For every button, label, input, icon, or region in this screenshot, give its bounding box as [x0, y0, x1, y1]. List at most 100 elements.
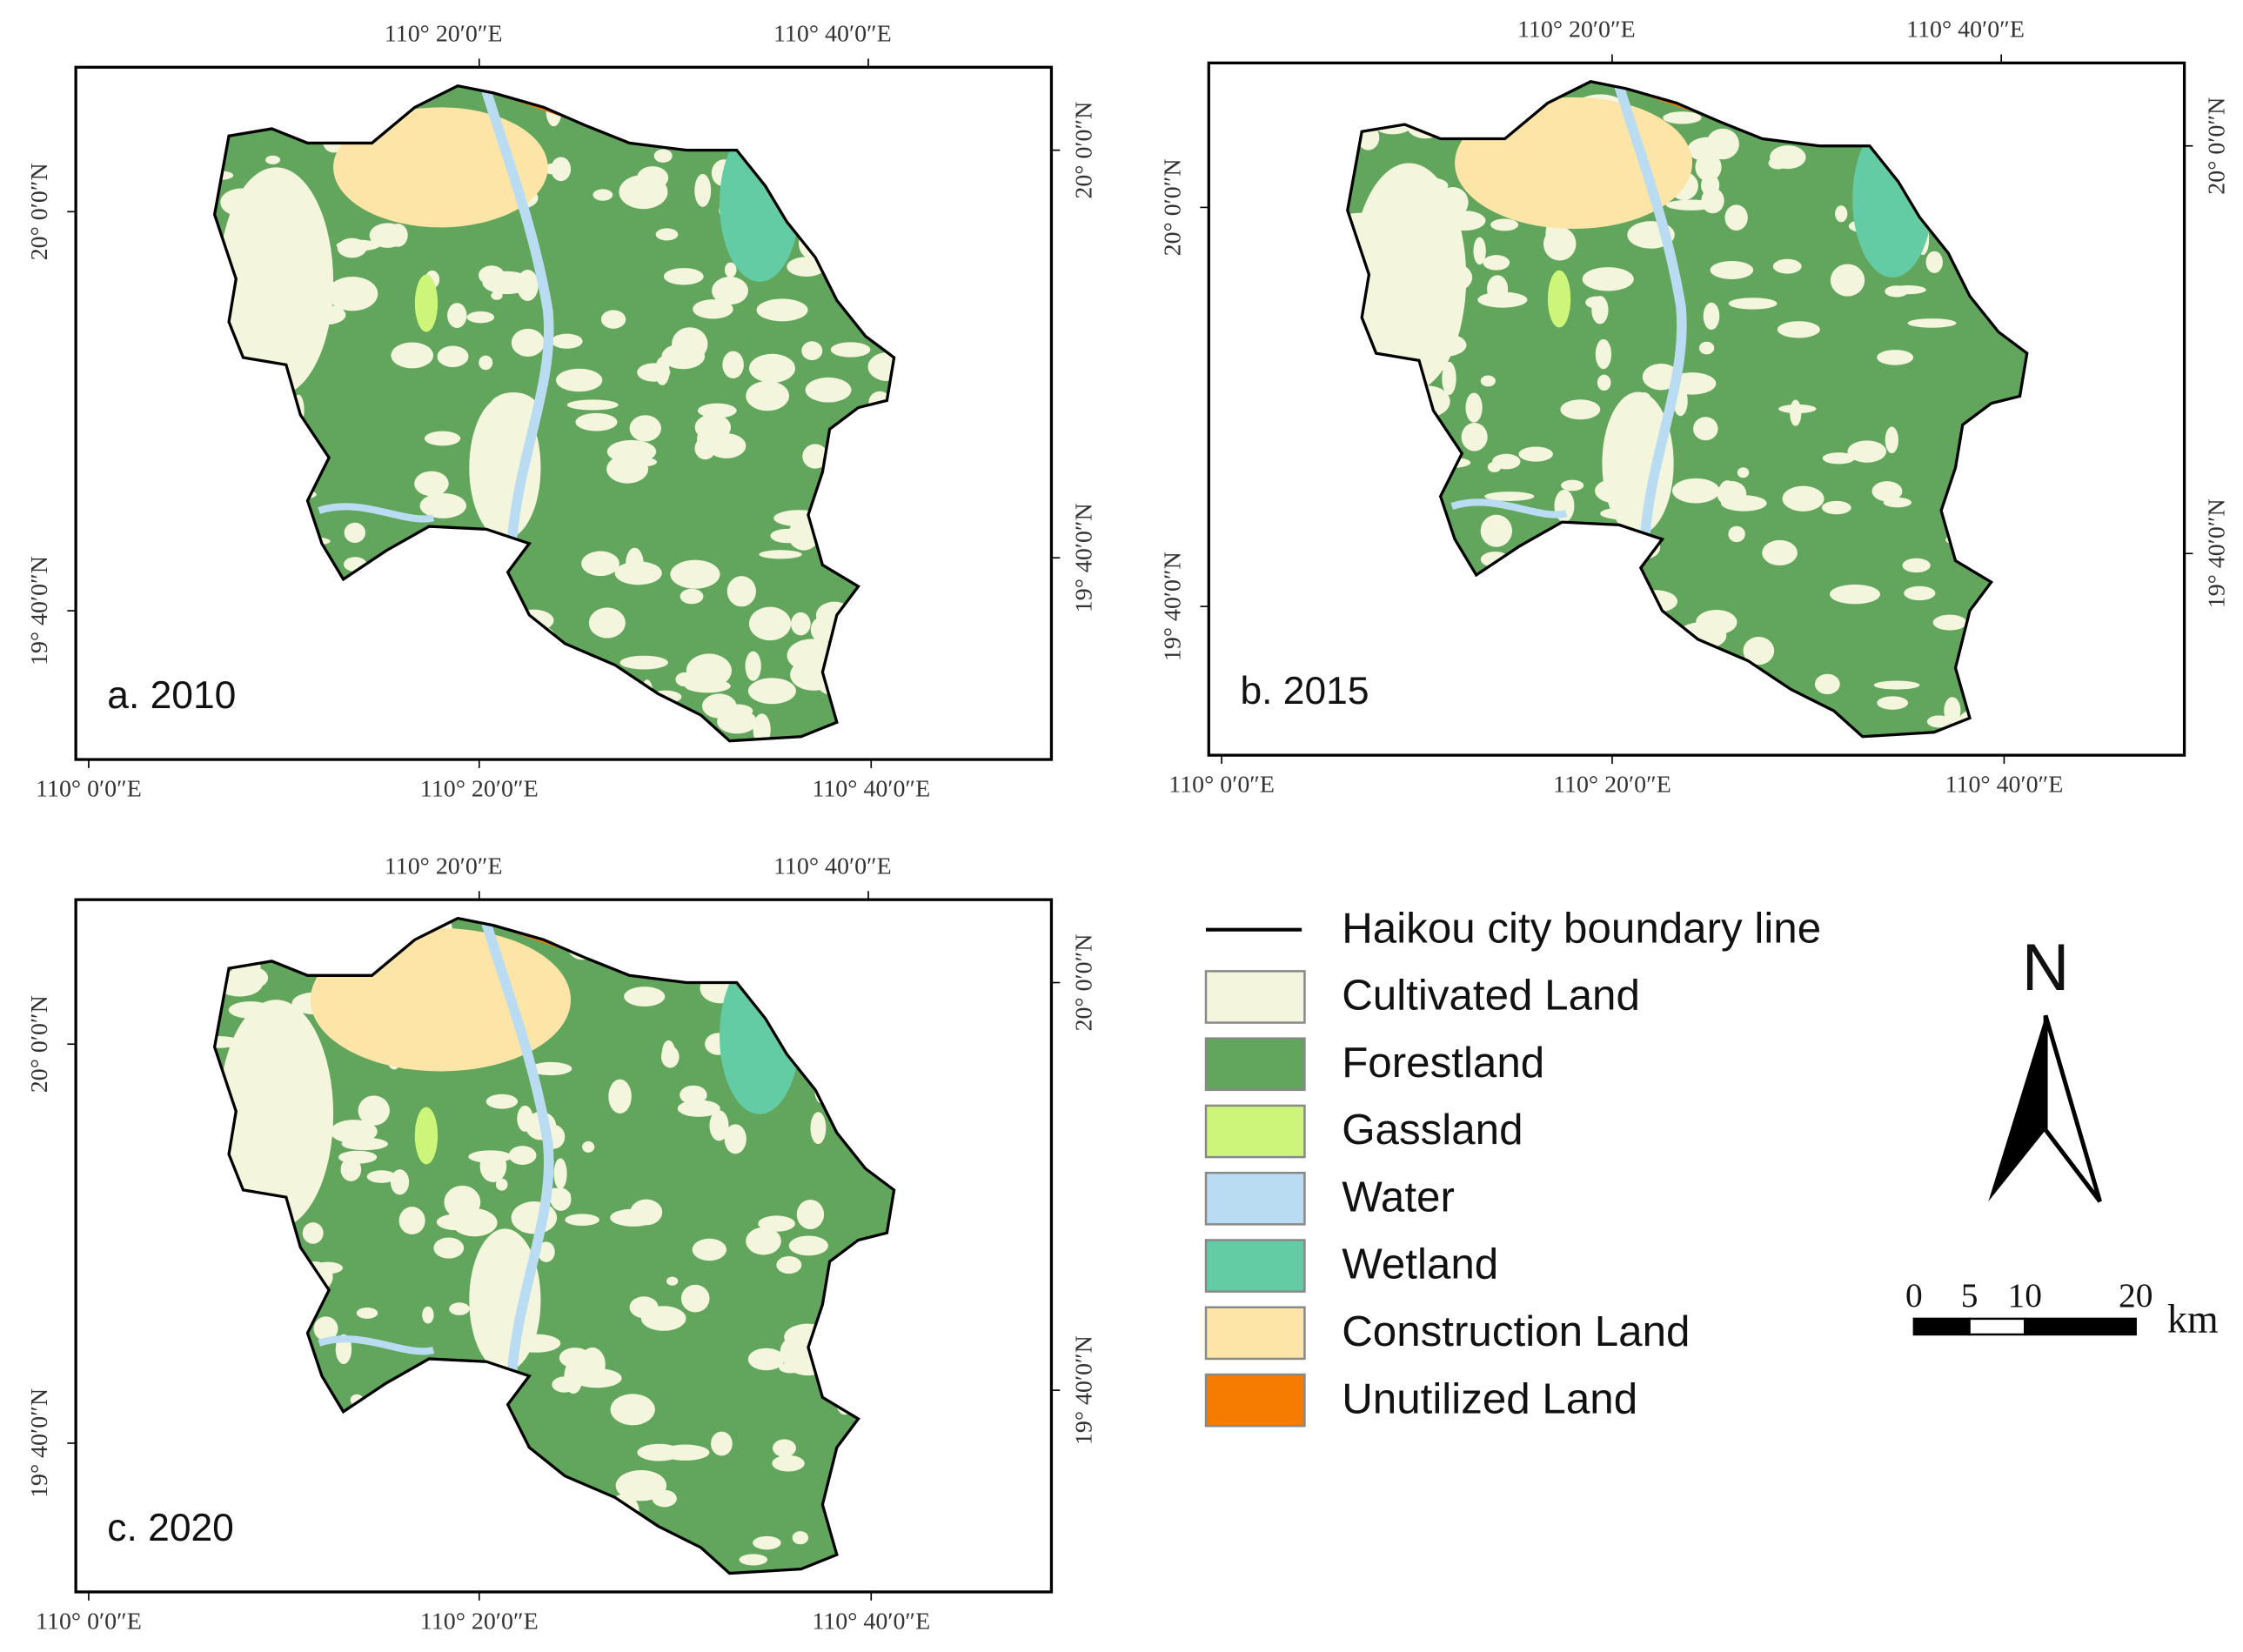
bottom-tick-label: 110° 40′0″E [1945, 772, 2064, 799]
right-tick-label: 20° 0′0″N [1070, 102, 1097, 199]
cultivated-patch [666, 1276, 679, 1286]
legend-swatch [1204, 1104, 1306, 1159]
cultivated-patch [1835, 205, 1848, 223]
cultivated-patch [1492, 453, 1521, 470]
legend-label: Construction Land [1342, 1308, 1690, 1355]
cultivated-patch [627, 457, 658, 467]
cultivated-patch [673, 565, 709, 578]
bottom-tick-label: 110° 40′0″E [812, 776, 930, 803]
cultivated-patch [366, 1170, 397, 1183]
left-tick-label: 20° 0′0″N [26, 995, 53, 1093]
north-arrow-right [2043, 1014, 2102, 1203]
cultivated-patch [1477, 291, 1528, 308]
scale-label: 10 [2008, 1276, 2042, 1314]
map-panel: 110° 20′0″E 110° 40′0″E 110° 0′0″E 110° 20′… [26, 21, 1097, 803]
cultivated-patch [756, 298, 808, 322]
cultivated-patch [565, 1214, 599, 1227]
cultivated-patch [447, 303, 467, 328]
cultivated-patch [1719, 480, 1736, 498]
cultivated-patch [358, 1095, 390, 1126]
cultivated-patch [629, 415, 661, 442]
top-tick-label: 110° 40′0″E [1906, 17, 2025, 43]
legend-swatch [1204, 970, 1306, 1024]
cultivated-patch [672, 327, 708, 361]
cultivated-patch [709, 1110, 729, 1141]
cultivated-patch [1790, 399, 1802, 426]
forest-area [214, 85, 894, 741]
cultivated-patch [758, 1215, 795, 1232]
cultivated-patch [369, 223, 406, 248]
cultivated-patch [680, 1085, 707, 1105]
cultivated-patch [302, 1222, 324, 1244]
cultivated-patch [313, 1316, 338, 1341]
legend-swatch [1204, 1037, 1306, 1092]
scale-label: 0 [1905, 1276, 1923, 1314]
cultivated-patch [1465, 392, 1483, 423]
cultivated-patch [537, 1241, 555, 1262]
cultivated-patch [770, 528, 805, 544]
cultivated-patch [466, 311, 495, 324]
cultivated-patch [1777, 321, 1820, 338]
cultivated-patch [1483, 255, 1510, 271]
cultivated-patch [1847, 440, 1887, 463]
cultivated-patch [1480, 375, 1496, 387]
cultivated-patch [805, 377, 852, 403]
cultivated-patch [433, 1237, 465, 1259]
cultivated-patch [830, 342, 871, 358]
cultivated-patch [637, 1443, 681, 1461]
cultivated-patch [551, 333, 583, 349]
cultivated-patch [1772, 258, 1802, 274]
top-tick-label: 110° 20′0″E [1517, 17, 1636, 43]
top-tick-label: 110° 40′0″E [773, 853, 892, 880]
cultivated-patch [773, 1439, 796, 1457]
cultivated-patch [753, 1535, 781, 1550]
legend-label: Gassland [1342, 1106, 1523, 1154]
cultivated-patch [702, 693, 737, 719]
cultivated-patch [1925, 251, 1943, 273]
cultivated-patch [1782, 485, 1825, 512]
cultivated-patch [495, 1178, 508, 1191]
cultivated-patch [802, 444, 828, 469]
cultivated-patch [630, 1199, 663, 1226]
left-tick-label: 20° 0′0″N [26, 163, 53, 260]
cultivated-patch [746, 380, 790, 411]
cultivated-patch [1698, 341, 1715, 355]
cultivated-patch [776, 1256, 802, 1274]
cultivated-patch [1710, 260, 1754, 279]
legend: Haikou city boundary line Cultivated Land… [1204, 904, 1821, 1428]
cultivated-patch [508, 1146, 537, 1166]
cultivated-patch [1687, 137, 1728, 162]
river [318, 503, 435, 523]
cultivated-patch [551, 157, 572, 182]
cultivated-patch [517, 1105, 533, 1132]
cultivated-patch [1822, 452, 1856, 465]
cultivated-patch [479, 265, 505, 285]
cultivated-patch [469, 1228, 541, 1372]
river [479, 85, 554, 540]
cultivated-patch [1461, 423, 1488, 451]
cultivated-patch [1672, 478, 1720, 504]
cultivated-patch [1543, 226, 1577, 261]
cultivated-patch [1821, 500, 1851, 515]
cultivated-patch [1830, 264, 1865, 297]
legend-label: Haikou city boundary line [1342, 904, 1821, 952]
cultivated-patch [712, 277, 748, 305]
map-panel: 110° 20′0″E 110° 40′0″E 110° 0′0″E 110° 20′… [26, 853, 1097, 1635]
cultivated-patch [637, 363, 671, 382]
cultivated-patch [1724, 204, 1748, 231]
cultivated-patch [1442, 361, 1456, 396]
cultivated-patch [1665, 199, 1717, 211]
cultivated-patch [677, 1100, 720, 1117]
cultivated-patch [1703, 302, 1720, 331]
forest-area [214, 918, 894, 1574]
left-tick-label: 20° 0′0″N [1159, 158, 1186, 256]
cultivated-patch [1871, 481, 1903, 502]
bottom-tick-label: 110° 20′0″E [420, 776, 539, 803]
right-tick-label: 19° 40′0″N [2203, 498, 2230, 608]
cultivated-patch [1473, 237, 1486, 265]
panel-label: a. 2010 [107, 674, 236, 717]
cultivated-patch [718, 1435, 730, 1453]
scale-segment [2024, 1317, 2137, 1336]
cultivated-patch [626, 547, 644, 579]
